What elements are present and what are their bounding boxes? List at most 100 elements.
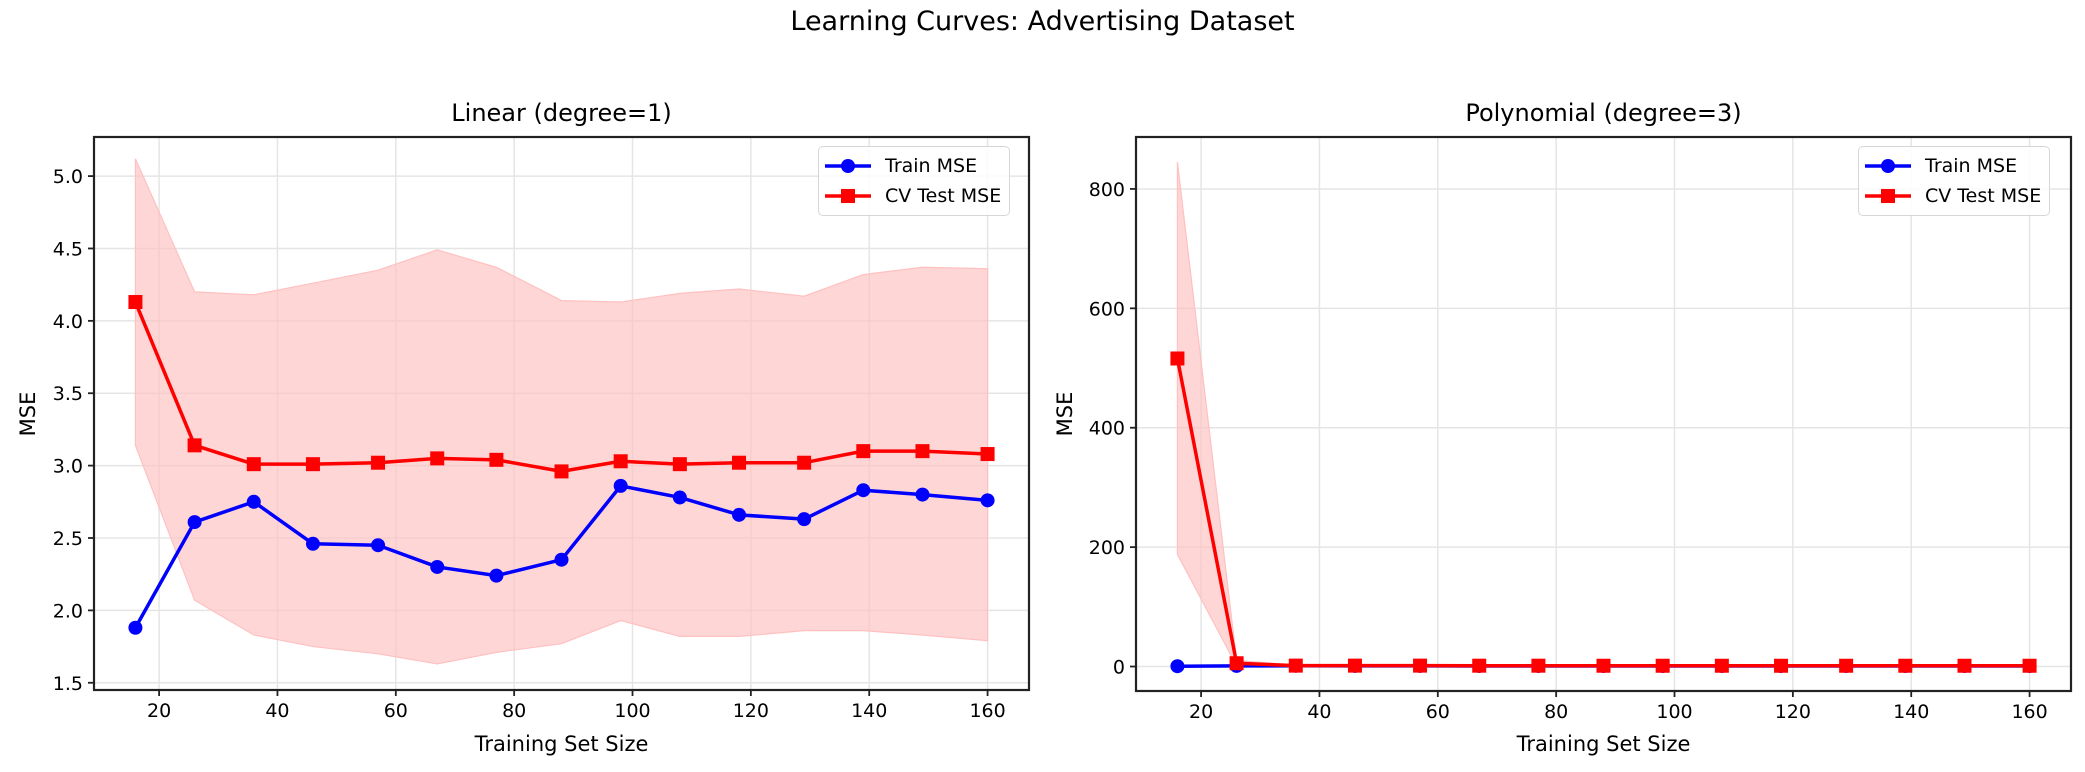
train-point [430, 559, 445, 574]
axes-frame [92, 135, 1031, 692]
x-tick-label: 160 [969, 700, 1005, 722]
cv-point [1839, 658, 1854, 673]
x-tick-label: 140 [1893, 701, 1929, 723]
cv-point [554, 464, 569, 479]
cv-point [1898, 658, 1913, 673]
circle-marker-icon [1865, 159, 1911, 173]
train-point [613, 478, 628, 493]
y-tick-label: 3.5 [53, 383, 83, 405]
cv-point [1170, 351, 1185, 366]
cv-point [187, 438, 202, 453]
y-tick-label: 1.5 [53, 673, 83, 695]
cv-point [1774, 658, 1789, 673]
polynomial-plot-title: Polynomial (degree=3) [1465, 99, 1742, 127]
x-tick-label: 20 [1189, 701, 1213, 723]
train-point [732, 507, 747, 522]
cv-point [246, 457, 261, 472]
x-tick-label: 20 [147, 700, 171, 722]
polynomial-plot-axes: 20 40 60 80 100 120 140 160 0 200 400 600 800 [1089, 135, 2073, 723]
x-tick-label: 60 [384, 700, 408, 722]
x-tick-label: 120 [1775, 701, 1811, 723]
legend-label-train: Train MSE [885, 155, 978, 177]
cv-std-band [1176, 162, 2031, 667]
train-point [246, 494, 261, 509]
figure-suptitle: Learning Curves: Advertising Dataset [790, 6, 1295, 37]
linear-plot-ylabel: MSE [16, 391, 40, 437]
cv-point [430, 451, 445, 466]
x-tick-label: 160 [2011, 701, 2047, 723]
cv-line [1175, 358, 2030, 668]
x-tick-label: 120 [733, 700, 769, 722]
cv-point [1413, 658, 1428, 673]
train-point [554, 552, 569, 567]
linear-plot-legend: Train MSE CV Test MSE [818, 146, 1011, 216]
cv-point [672, 457, 687, 472]
cv-std-band [134, 158, 989, 665]
cv-point [1655, 658, 1670, 673]
polynomial-plot-ylabel: MSE [1053, 391, 1077, 437]
cv-point [371, 455, 386, 470]
polynomial-plot-xlabel: Training Set Size [1516, 732, 1691, 756]
cv-point [1472, 658, 1487, 673]
legend-entry-train: Train MSE [1865, 151, 2041, 181]
square-marker-icon [1865, 189, 1911, 203]
cv-point [489, 452, 504, 467]
cv-point [305, 457, 320, 472]
y-tick-label: 4.0 [53, 311, 83, 333]
x-tick-label: 40 [1307, 701, 1331, 723]
cv-point [128, 295, 143, 310]
train-point [915, 487, 930, 502]
legend-label-cv: CV Test MSE [885, 185, 1002, 207]
y-tick-label: 3.0 [53, 456, 83, 478]
train-point [187, 515, 202, 530]
cv-point [1714, 658, 1729, 673]
legend-entry-train: Train MSE [825, 151, 1001, 181]
polynomial-plot-legend: Train MSE CV Test MSE [1858, 146, 2051, 216]
cv-point [1347, 658, 1362, 673]
x-tick-label: 100 [614, 700, 650, 722]
x-tick-label: 80 [1544, 701, 1568, 723]
legend-label-cv: CV Test MSE [1925, 185, 2042, 207]
cv-point [1531, 658, 1546, 673]
train-point [305, 536, 320, 551]
train-point [371, 538, 386, 553]
x-tick-label: 80 [502, 700, 526, 722]
legend-entry-cv: CV Test MSE [825, 181, 1001, 211]
train-point [980, 493, 995, 508]
y-tick-label: 0 [1113, 657, 1125, 679]
legend-label-train: Train MSE [1925, 155, 2018, 177]
cv-point [980, 447, 995, 462]
y-tick-label: 200 [1089, 537, 1125, 559]
linear-plot-axes: 20 40 60 80 100 120 140 160 1.5 2.0 2.5 3.0 3.5 4.0 4.… [53, 135, 1031, 722]
cv-point [1229, 656, 1244, 671]
cv-point [797, 455, 812, 470]
cv-point [613, 454, 628, 469]
y-tick-label: 2.0 [53, 600, 83, 622]
train-point [797, 512, 812, 527]
y-tick-label: 5.0 [53, 166, 83, 188]
y-tick-label: 600 [1089, 298, 1125, 320]
train-point [672, 490, 687, 505]
linear-plot-title: Linear (degree=1) [451, 99, 672, 127]
y-tick-label: 800 [1089, 179, 1125, 201]
x-tick-label: 40 [265, 700, 289, 722]
x-tick-label: 100 [1656, 701, 1692, 723]
x-tick-label: 140 [851, 700, 887, 722]
cv-point [1596, 658, 1611, 673]
square-marker-icon [825, 189, 871, 203]
cv-point [915, 444, 930, 459]
cv-point [2022, 658, 2037, 673]
cv-point [1288, 658, 1303, 673]
y-tick-label: 400 [1089, 418, 1125, 440]
train-point [1170, 659, 1185, 674]
linear-plot-xlabel: Training Set Size [474, 732, 649, 756]
y-tick-label: 2.5 [53, 528, 83, 550]
train-point [128, 620, 143, 635]
circle-marker-icon [825, 159, 871, 173]
cv-point [856, 444, 871, 459]
axes-frame [1134, 135, 2073, 693]
x-tick-label: 60 [1426, 701, 1450, 723]
train-point [489, 568, 504, 583]
cv-point [1957, 658, 1972, 673]
